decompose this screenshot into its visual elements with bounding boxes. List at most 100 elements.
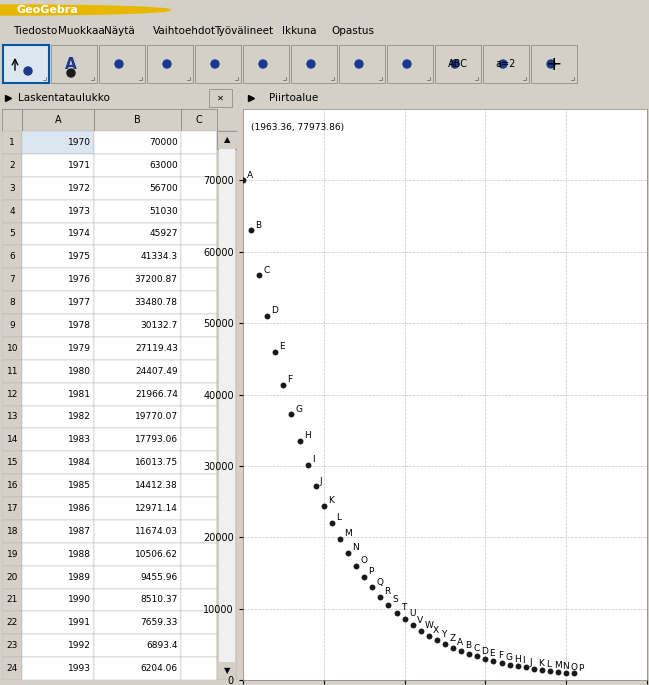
Bar bbox=[23, 245, 94, 269]
Text: 14412.38: 14412.38 bbox=[135, 481, 178, 490]
Bar bbox=[181, 497, 217, 520]
Bar bbox=[531, 45, 577, 83]
Text: Z: Z bbox=[449, 634, 456, 643]
Point bbox=[254, 270, 264, 281]
Bar bbox=[51, 45, 97, 83]
Point bbox=[295, 436, 305, 447]
Bar bbox=[217, 131, 237, 680]
Bar bbox=[2, 428, 23, 451]
Text: 24407.49: 24407.49 bbox=[135, 366, 178, 375]
Bar bbox=[181, 109, 217, 131]
Bar bbox=[291, 45, 337, 83]
Text: V: V bbox=[417, 616, 423, 625]
Bar bbox=[2, 269, 23, 291]
Bar bbox=[23, 109, 94, 131]
Text: 1972: 1972 bbox=[68, 184, 91, 192]
Bar bbox=[147, 45, 193, 83]
Text: B: B bbox=[134, 115, 141, 125]
Text: 9: 9 bbox=[9, 321, 15, 330]
Bar bbox=[181, 474, 217, 497]
Text: 6: 6 bbox=[9, 252, 15, 261]
Text: 30132.7: 30132.7 bbox=[140, 321, 178, 330]
Text: 10506.62: 10506.62 bbox=[135, 549, 178, 559]
Text: I: I bbox=[312, 455, 314, 464]
Text: K: K bbox=[328, 496, 334, 505]
Text: F: F bbox=[288, 375, 293, 384]
Text: 11: 11 bbox=[6, 366, 18, 375]
Bar bbox=[94, 245, 181, 269]
Bar bbox=[23, 474, 94, 497]
Bar bbox=[94, 337, 181, 360]
Text: S: S bbox=[393, 595, 398, 604]
Bar bbox=[23, 497, 94, 520]
Text: L: L bbox=[336, 514, 341, 523]
Bar bbox=[483, 45, 529, 83]
Point bbox=[569, 668, 580, 679]
Text: U: U bbox=[409, 610, 415, 619]
Point bbox=[310, 481, 321, 492]
Bar bbox=[94, 291, 181, 314]
Text: 2: 2 bbox=[9, 161, 15, 170]
Bar bbox=[23, 588, 94, 612]
Text: 1985: 1985 bbox=[68, 481, 91, 490]
Point bbox=[424, 630, 434, 641]
Text: R: R bbox=[384, 587, 391, 596]
Text: 19: 19 bbox=[6, 549, 18, 559]
Bar bbox=[99, 45, 145, 83]
Text: 51030: 51030 bbox=[149, 207, 178, 216]
Text: 11674.03: 11674.03 bbox=[135, 527, 178, 536]
Bar bbox=[2, 474, 23, 497]
Bar bbox=[243, 45, 289, 83]
Text: 6204.06: 6204.06 bbox=[141, 664, 178, 673]
Circle shape bbox=[0, 5, 170, 15]
Bar bbox=[181, 406, 217, 428]
Point bbox=[302, 460, 313, 471]
Point bbox=[513, 660, 523, 671]
Text: Piirtoalue: Piirtoalue bbox=[269, 93, 319, 103]
Bar bbox=[209, 89, 232, 107]
Bar bbox=[23, 291, 94, 314]
Bar bbox=[94, 543, 181, 566]
Point bbox=[375, 591, 386, 602]
Text: 21: 21 bbox=[6, 595, 18, 604]
Text: H: H bbox=[304, 432, 310, 440]
Text: 1989: 1989 bbox=[68, 573, 91, 582]
Bar bbox=[94, 314, 181, 337]
Text: 16: 16 bbox=[6, 481, 18, 490]
Bar bbox=[23, 543, 94, 566]
Point bbox=[367, 582, 378, 593]
Point bbox=[359, 572, 369, 583]
Bar bbox=[23, 612, 94, 634]
Circle shape bbox=[403, 60, 411, 68]
Text: 1981: 1981 bbox=[68, 390, 91, 399]
Text: Työvälineet: Työvälineet bbox=[214, 26, 273, 36]
Bar bbox=[94, 428, 181, 451]
Bar bbox=[94, 360, 181, 383]
Bar bbox=[2, 634, 23, 657]
Text: ✕: ✕ bbox=[217, 93, 224, 103]
Bar bbox=[2, 497, 23, 520]
Circle shape bbox=[67, 69, 75, 77]
Text: 23: 23 bbox=[6, 641, 18, 650]
Text: Opastus: Opastus bbox=[331, 26, 374, 36]
Point bbox=[238, 175, 248, 186]
Point bbox=[464, 649, 474, 660]
Point bbox=[488, 656, 498, 667]
Text: 8: 8 bbox=[9, 298, 15, 307]
Bar bbox=[94, 497, 181, 520]
Bar bbox=[181, 223, 217, 245]
Text: 20: 20 bbox=[6, 573, 18, 582]
Text: O: O bbox=[360, 556, 367, 565]
Bar bbox=[181, 291, 217, 314]
Text: K: K bbox=[538, 659, 544, 668]
Text: Laskentataulukko: Laskentataulukko bbox=[18, 93, 110, 103]
Text: N: N bbox=[352, 543, 359, 552]
Bar bbox=[181, 657, 217, 680]
Text: 8510.37: 8510.37 bbox=[140, 595, 178, 604]
Text: D: D bbox=[271, 306, 278, 315]
Text: 1970: 1970 bbox=[68, 138, 91, 147]
Point bbox=[432, 635, 442, 646]
Bar bbox=[94, 566, 181, 588]
Text: O: O bbox=[570, 663, 578, 672]
Text: 1983: 1983 bbox=[68, 435, 91, 445]
